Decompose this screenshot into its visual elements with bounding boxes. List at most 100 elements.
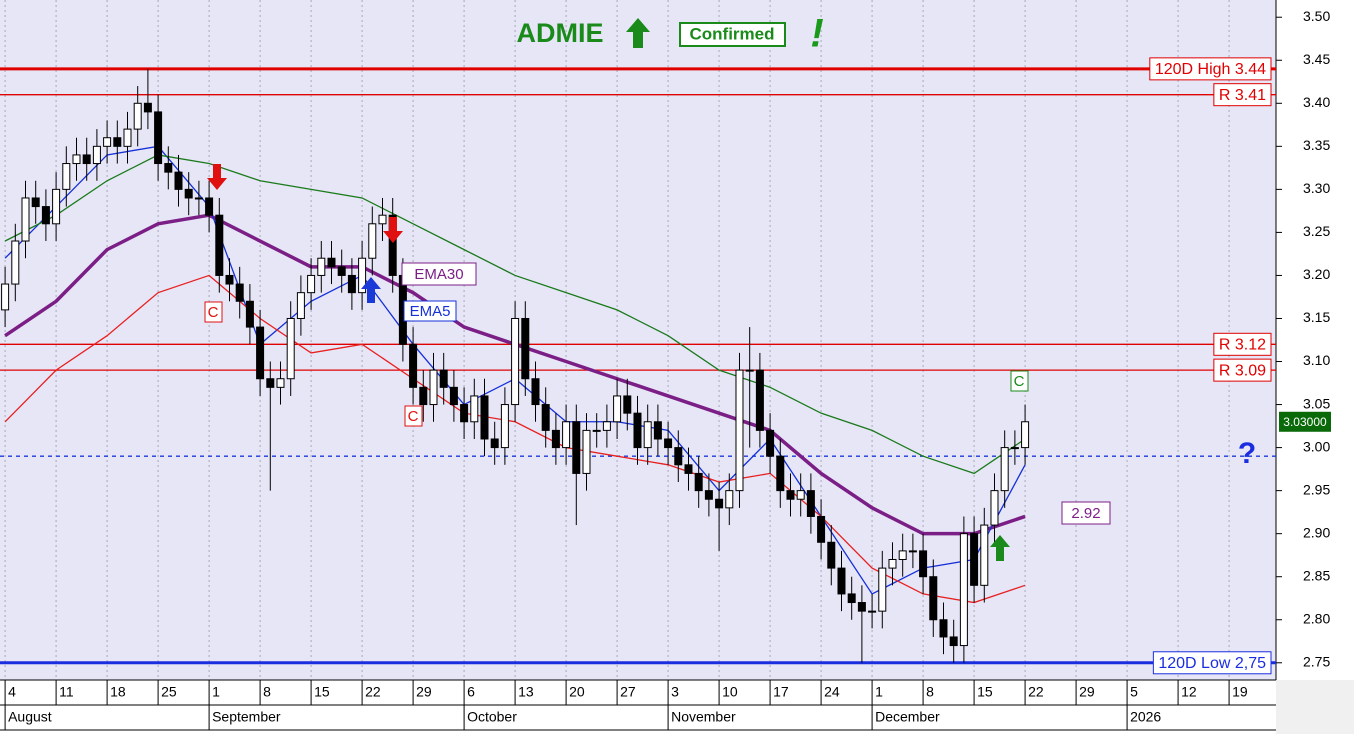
candle-body xyxy=(123,128,132,147)
candle-body xyxy=(419,386,428,406)
candle-body xyxy=(460,404,469,423)
level-label: R 3.09 xyxy=(1219,362,1266,379)
y-tick-label: 2.90 xyxy=(1303,524,1330,540)
candle-body xyxy=(949,636,958,647)
candle-body xyxy=(296,292,305,319)
y-tick-label: 2.95 xyxy=(1303,481,1330,497)
y-tick-label: 3.30 xyxy=(1303,180,1330,196)
candle-body xyxy=(643,421,652,449)
candle-body xyxy=(674,447,683,466)
candle-body xyxy=(113,137,122,147)
candle-body xyxy=(980,524,989,586)
ema-value-label: 2.92 xyxy=(1071,505,1100,522)
candle-body xyxy=(449,386,458,406)
candle-body xyxy=(796,490,805,500)
candle-body xyxy=(245,300,254,328)
candle-body xyxy=(1021,421,1030,449)
candle-body xyxy=(358,257,367,294)
legend-box xyxy=(401,262,477,286)
candle-body xyxy=(337,266,346,276)
candle-body xyxy=(378,214,387,225)
candle-body xyxy=(62,163,71,190)
candle-body xyxy=(429,369,438,406)
level-label-box xyxy=(1213,332,1272,356)
x-tick-label: 3 xyxy=(671,684,679,700)
candle-body xyxy=(490,438,499,449)
level-label-box xyxy=(1149,57,1272,81)
y-tick-label: 3.20 xyxy=(1303,266,1330,282)
candle-body xyxy=(439,369,448,388)
candle-body xyxy=(225,274,234,285)
x-tick-label: 8 xyxy=(926,684,934,700)
candle-body xyxy=(500,404,509,449)
candle-body xyxy=(276,378,285,388)
candle-body xyxy=(521,317,530,380)
candle-body xyxy=(786,490,795,500)
x-tick-label: 15 xyxy=(977,684,993,700)
candle-body xyxy=(888,558,897,569)
signal-marker: C xyxy=(1014,373,1025,390)
candle-body xyxy=(307,274,316,294)
buy-arrow xyxy=(990,535,1010,561)
candle-body xyxy=(327,257,336,268)
candle-body xyxy=(847,593,856,604)
candle-body xyxy=(959,533,968,647)
x-tick-label: 10 xyxy=(722,684,738,700)
buy-arrow xyxy=(361,277,381,303)
level-label: R 3.41 xyxy=(1219,87,1266,104)
signal-box xyxy=(1010,370,1029,392)
x-tick-label: 1 xyxy=(212,684,220,700)
candle-body xyxy=(929,576,938,621)
candle-body xyxy=(103,137,112,147)
candle-body xyxy=(562,421,571,449)
candle-body xyxy=(735,369,744,492)
y-tick-label: 2.75 xyxy=(1303,653,1330,669)
x-tick-label: 4 xyxy=(8,684,16,700)
y-tick-label: 2.80 xyxy=(1303,610,1330,626)
month-label: September xyxy=(212,709,281,725)
last-price-label: 3.03000 xyxy=(1283,415,1327,429)
candle-body xyxy=(908,550,917,553)
candle-body xyxy=(857,602,866,612)
exclamation: ! xyxy=(810,12,823,56)
candle-body xyxy=(898,550,907,560)
month-label: December xyxy=(875,709,940,725)
candle-body xyxy=(266,378,275,388)
y-tick-label: 3.45 xyxy=(1303,51,1330,67)
corner xyxy=(1276,680,1354,734)
plot-area xyxy=(0,0,1276,680)
candle-body xyxy=(52,188,61,225)
candle-body xyxy=(11,240,20,285)
candle-body xyxy=(613,395,622,423)
candle-body xyxy=(541,404,550,431)
y-tick-label: 3.00 xyxy=(1303,438,1330,454)
candle-body xyxy=(572,421,581,474)
x-tick-label: 24 xyxy=(824,684,840,700)
candle-body xyxy=(92,145,101,165)
x-tick-label: 13 xyxy=(518,684,534,700)
signal-marker: C xyxy=(408,408,419,425)
y-tick-label: 3.35 xyxy=(1303,137,1330,153)
x-tick-label: 11 xyxy=(59,684,74,700)
candle-body xyxy=(592,429,601,432)
candle-body xyxy=(990,490,999,526)
x-tick-label: 6 xyxy=(467,684,475,700)
x-tick-label: 15 xyxy=(314,684,330,700)
y-tick-label: 3.50 xyxy=(1303,8,1330,24)
status-box xyxy=(679,22,786,47)
indicator-line xyxy=(4,154,1026,475)
candle-body xyxy=(184,188,193,199)
level-label: 120D High 3.44 xyxy=(1155,61,1266,78)
sell-arrow xyxy=(383,217,403,243)
candle-body xyxy=(806,490,815,517)
signal-box xyxy=(204,301,223,323)
value-box xyxy=(1061,501,1111,525)
candle-body xyxy=(409,343,418,388)
level-label-box xyxy=(1152,651,1272,675)
candle-body xyxy=(827,541,836,569)
candle-body xyxy=(388,214,397,276)
candle-body xyxy=(174,171,183,190)
x-tick-label: 1 xyxy=(875,684,883,700)
candle-body xyxy=(653,421,662,440)
